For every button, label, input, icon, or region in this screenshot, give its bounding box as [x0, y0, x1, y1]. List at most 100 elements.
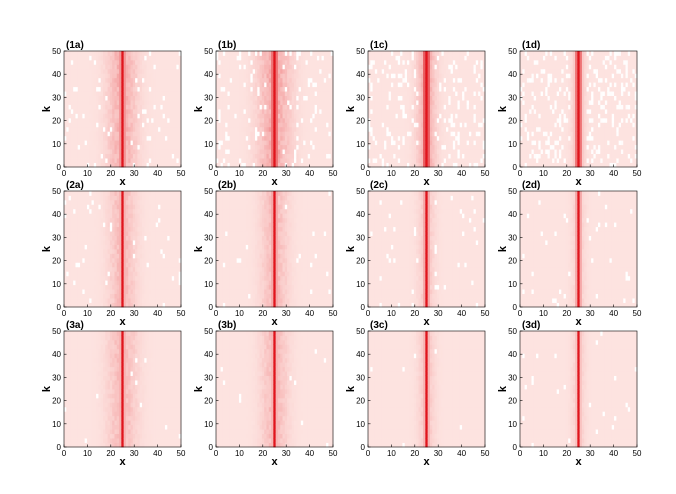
heatmap-cell [584, 55, 587, 61]
heatmap-cell [575, 68, 578, 74]
heatmap-cell [220, 126, 224, 132]
heatmap-cell [384, 144, 387, 150]
heatmap-cell [103, 122, 106, 128]
heatmap-cell [572, 73, 576, 79]
heatmap-cell [135, 77, 138, 83]
heatmap-cell [480, 153, 484, 159]
heatmap-cell [400, 51, 403, 56]
heatmap-cell [370, 100, 373, 105]
heatmap-cell [572, 109, 576, 114]
heatmap-cell [160, 51, 164, 56]
heatmap-cell [591, 126, 594, 132]
heatmap-cell [112, 51, 115, 56]
heatmap-cell [388, 64, 392, 70]
heatmap-cell [462, 126, 465, 132]
heatmap-cell [388, 86, 392, 92]
heatmap-cell [312, 162, 316, 168]
heatmap-cell [427, 122, 431, 128]
heatmap-cell [257, 95, 260, 101]
heatmap-cell [80, 55, 83, 61]
heatmap-cell [75, 55, 79, 61]
heatmap-cell [66, 64, 69, 70]
heatmap-cell [407, 104, 410, 110]
heatmap-cell [316, 82, 320, 88]
heatmap-cell [370, 86, 373, 92]
heatmap-cell [316, 100, 320, 105]
heatmap-cell [319, 113, 322, 119]
heatmap-cell [100, 91, 104, 97]
heatmap-cell [579, 109, 583, 114]
heatmap-cell [321, 64, 325, 70]
heatmap-cell [416, 51, 419, 56]
heatmap-cell [73, 162, 76, 168]
heatmap-cell [241, 126, 244, 132]
heatmap-cell [218, 55, 221, 61]
heatmap-cell [89, 59, 92, 65]
heatmap-cell [579, 104, 583, 110]
heatmap-cell [423, 104, 426, 110]
heatmap-cell [441, 122, 445, 128]
heatmap-cell [570, 158, 574, 163]
heatmap-cell [540, 82, 544, 88]
heatmap-cell [468, 59, 472, 65]
heatmap-cell [264, 149, 267, 155]
heatmap-cell [261, 104, 265, 110]
heatmap-cell [303, 117, 306, 123]
heatmap-cell [328, 140, 332, 146]
heatmap-cell [277, 86, 281, 92]
heatmap-cell [153, 144, 157, 150]
heatmap-cell [77, 126, 81, 132]
heatmap-cell [225, 73, 228, 79]
heatmap-cell [167, 109, 170, 114]
heatmap-cell [236, 113, 240, 119]
heatmap-cell [561, 162, 564, 168]
heatmap-cell [252, 86, 256, 92]
heatmap-cell [132, 140, 136, 146]
heatmap-cell [464, 153, 468, 159]
heatmap-cell [427, 86, 431, 92]
heatmap-cell [386, 86, 390, 92]
heatmap-cell [250, 135, 254, 141]
heatmap-cell [316, 135, 320, 141]
heatmap-cell [86, 149, 90, 155]
heatmap-cell [450, 95, 454, 101]
heatmap-cell [457, 73, 461, 79]
y-tick-label: 50 [52, 47, 61, 56]
heatmap-cell [109, 82, 113, 88]
heatmap-cell [556, 153, 560, 159]
heatmap-cell [413, 91, 417, 97]
heatmap-cell [310, 109, 313, 114]
heatmap-cell [314, 109, 318, 114]
heatmap-cell [418, 140, 422, 146]
heatmap-cell [142, 126, 145, 132]
heatmap-cell [561, 109, 564, 114]
heatmap-cell [390, 55, 394, 61]
heatmap-cell [303, 126, 306, 132]
heatmap-cell [455, 126, 458, 132]
heatmap-cell [468, 140, 472, 146]
heatmap-cell [480, 135, 484, 141]
heatmap-cell [307, 55, 311, 61]
heatmap-cell [225, 153, 228, 159]
heatmap-cell [307, 73, 311, 79]
heatmap-cell [282, 64, 286, 70]
heatmap-cell [116, 140, 120, 146]
heatmap-cell [563, 82, 567, 88]
heatmap-cell [390, 158, 394, 163]
heatmap-cell [384, 77, 387, 83]
heatmap-cell [103, 117, 106, 123]
heatmap-cell [326, 162, 329, 168]
heatmap-cell [89, 109, 92, 114]
heatmap-cell [135, 162, 138, 168]
heatmap-cell [167, 140, 170, 146]
heatmap-cell [80, 82, 83, 88]
heatmap-cell [300, 73, 304, 79]
heatmap-cell [148, 55, 152, 61]
heatmap-cell [586, 122, 590, 128]
heatmap-cell [565, 51, 569, 56]
heatmap-cell [404, 126, 408, 132]
heatmap-cell [480, 117, 484, 123]
heatmap-cell [218, 73, 221, 79]
heatmap-cell [86, 153, 90, 159]
heatmap-cell [130, 135, 134, 141]
